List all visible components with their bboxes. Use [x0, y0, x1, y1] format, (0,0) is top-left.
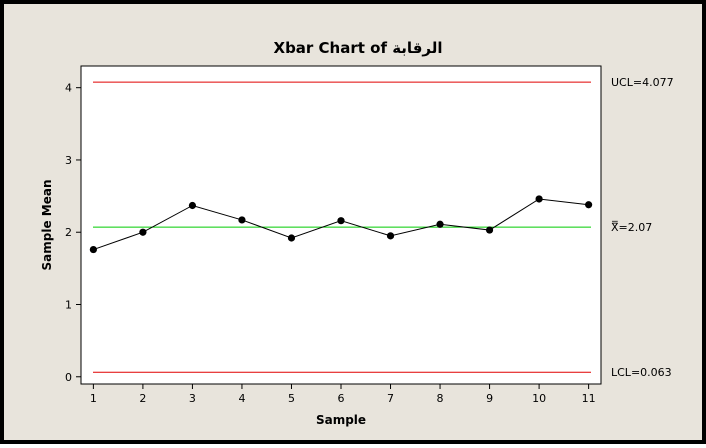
x-tick-label: 9	[486, 392, 493, 405]
data-point-3	[188, 201, 197, 210]
data-series	[89, 195, 593, 254]
data-point-2	[139, 228, 147, 236]
lcl-label: LCL=0.063	[611, 366, 672, 379]
center-label: X̿=2.07	[611, 220, 652, 234]
y-tick-label: 2	[65, 226, 72, 239]
data-point-1	[89, 245, 97, 254]
y-tick-label: 0	[65, 371, 72, 384]
data-point-5	[287, 234, 296, 242]
data-point-4	[238, 216, 246, 224]
y-axis-ticks: 0 1 2 3 4	[65, 82, 81, 384]
y-tick-label: 1	[65, 299, 72, 312]
x-tick-label: 11	[582, 392, 596, 405]
y-tick-label: 3	[65, 154, 72, 167]
data-point-9	[485, 226, 494, 234]
y-axis-label: Sample Mean	[40, 180, 54, 271]
x-tick-label: 1	[90, 392, 97, 405]
chart-title: Xbar Chart of الرقابة	[274, 39, 443, 57]
x-axis-ticks: 1 2 3 4 5 6 7 8 9 10 11	[90, 384, 596, 405]
data-point-11	[585, 201, 593, 209]
x-tick-label: 4	[238, 392, 245, 405]
x-tick-label: 3	[189, 392, 196, 405]
x-tick-label: 2	[139, 392, 146, 405]
data-point-7	[386, 232, 395, 240]
data-point-8	[436, 220, 444, 228]
x-tick-label: 5	[288, 392, 295, 405]
data-point-10	[535, 195, 543, 203]
x-tick-label: 8	[437, 392, 444, 405]
data-point-6	[337, 217, 345, 225]
plot-area	[80, 65, 602, 385]
x-tick-label: 6	[338, 392, 345, 405]
y-tick-label: 4	[65, 82, 72, 95]
ucl-label: UCL=4.077	[611, 76, 674, 89]
x-tick-label: 7	[387, 392, 394, 405]
x-tick-label: 10	[532, 392, 546, 405]
x-axis-label: Sample	[316, 413, 366, 427]
control-limits: UCL=4.077 X̿=2.07 LCL=0.063	[93, 76, 674, 379]
xbar-chart: Xbar Chart of الرقابة UCL=4.077 X̿=2.07 LC…	[40, 39, 674, 427]
